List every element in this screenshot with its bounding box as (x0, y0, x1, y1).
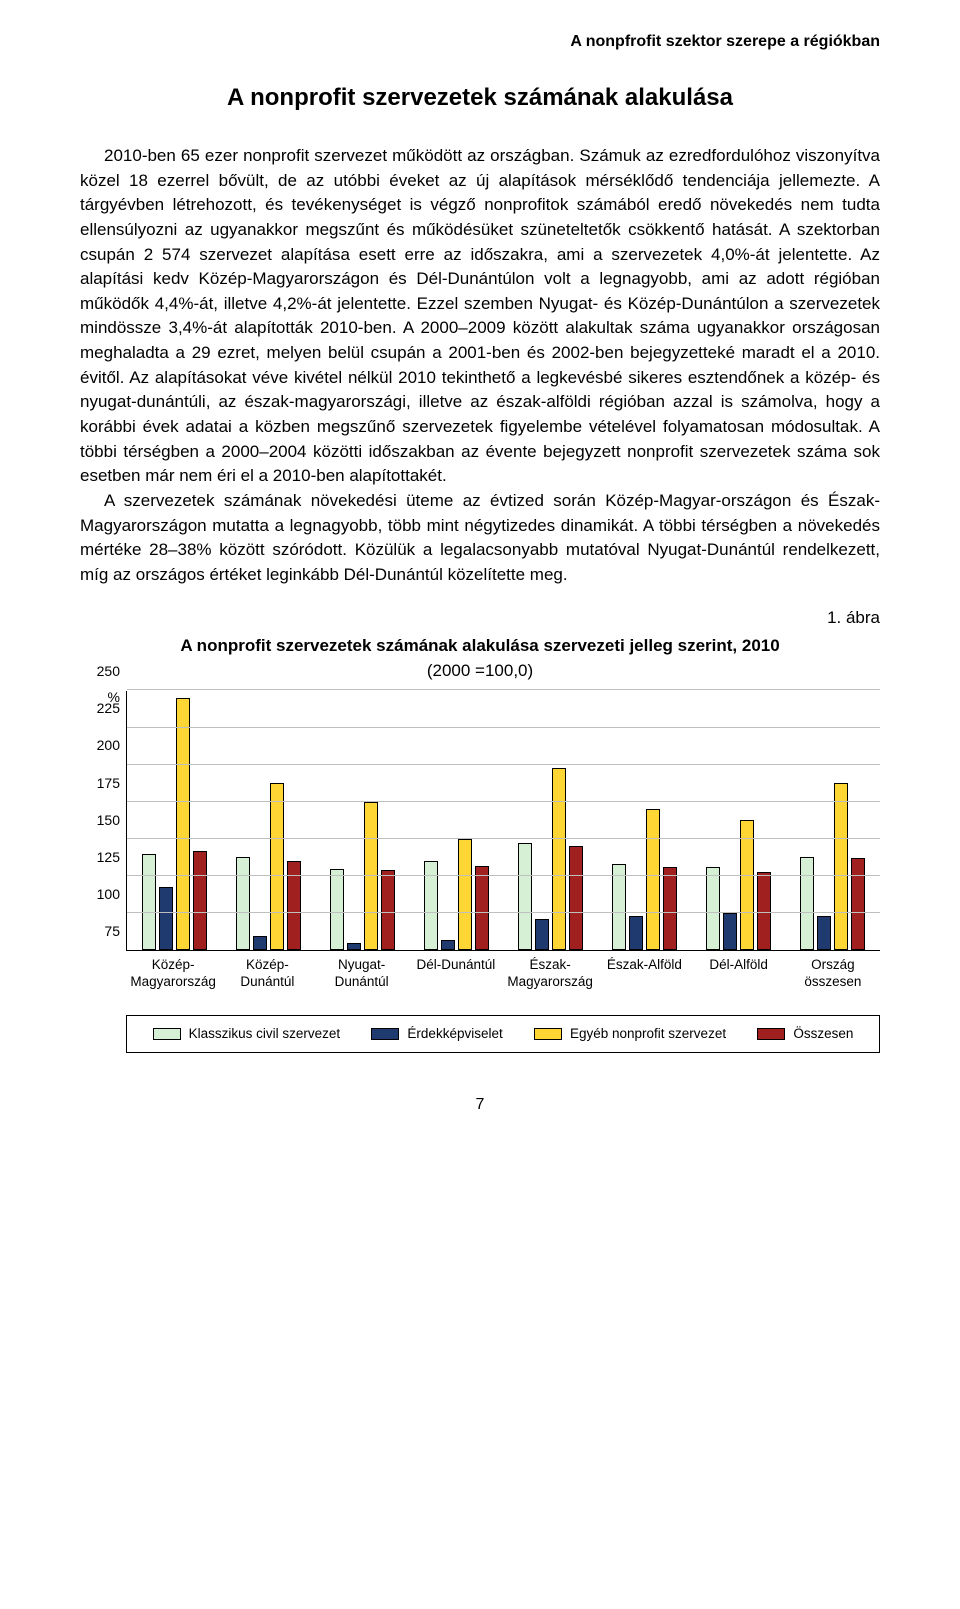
chart-title: A nonprofit szervezetek számának alakulá… (80, 634, 880, 659)
legend-swatch (534, 1028, 562, 1040)
legend-swatch (757, 1028, 785, 1040)
page-number: 7 (80, 1093, 880, 1116)
x-tick-label: Észak-Magyarország (503, 957, 597, 991)
bar (364, 802, 378, 951)
bar (629, 916, 643, 950)
y-tick-label: 150 (97, 810, 120, 830)
bar (330, 869, 344, 951)
bar (475, 866, 489, 951)
y-tick-label: 200 (97, 735, 120, 755)
gridline (127, 801, 880, 802)
bar (663, 867, 677, 950)
bar (569, 846, 583, 950)
legend-label: Klasszikus civil szervezet (189, 1024, 341, 1044)
legend: Klasszikus civil szervezet Érdekképvisele… (126, 1015, 880, 1053)
legend-item: Egyéb nonprofit szervezet (534, 1024, 726, 1044)
y-tick-label: 125 (97, 847, 120, 867)
bar (159, 887, 173, 951)
x-tick-label: Nyugat-Dunántúl (315, 957, 409, 991)
x-tick-label: Dél-Alföld (692, 957, 786, 991)
bar (236, 857, 250, 951)
chart-subtitle: (2000 =100,0) (80, 659, 880, 684)
body-paragraph: 2010-ben 65 ezer nonprofit szervezet műk… (80, 144, 880, 489)
legend-item: Klasszikus civil szervezet (153, 1024, 341, 1044)
gridline (127, 875, 880, 876)
bar (270, 783, 284, 951)
x-tick-label: Országösszesen (786, 957, 880, 991)
chart: % 75100125150175200225250 Közép-Magyaror… (80, 691, 880, 1052)
gridline (127, 838, 880, 839)
body-paragraph: A szervezetek számának növekedési üteme … (80, 489, 880, 588)
bar (612, 864, 626, 950)
section-title: A nonprofit szervezetek számának alakulá… (80, 81, 880, 116)
bar (817, 916, 831, 950)
plot-area (126, 691, 880, 951)
bar (193, 851, 207, 951)
bar (851, 858, 865, 950)
bar (347, 943, 361, 950)
x-tick-label: Dél-Dunántúl (409, 957, 503, 991)
bar (381, 870, 395, 950)
legend-label: Összesen (793, 1024, 853, 1044)
y-tick-label: 175 (97, 772, 120, 792)
legend-label: Egyéb nonprofit szervezet (570, 1024, 726, 1044)
y-tick-label: 250 (97, 661, 120, 681)
y-axis: % 75100125150175200225250 (80, 691, 126, 951)
running-header: A nonpfrofit szektor szerepe a régiókban (80, 30, 880, 53)
legend-swatch (371, 1028, 399, 1040)
figure-label: 1. ábra (80, 606, 880, 631)
legend-item: Összesen (757, 1024, 853, 1044)
bar (740, 820, 754, 951)
y-tick-label: 75 (104, 921, 120, 941)
bar (706, 867, 720, 950)
bar (723, 913, 737, 950)
bar (441, 940, 455, 950)
bar (253, 936, 267, 951)
gridline (127, 689, 880, 690)
bar (142, 854, 156, 951)
legend-item: Érdekképviselet (371, 1024, 502, 1044)
gridline (127, 727, 880, 728)
bar (834, 783, 848, 951)
legend-label: Érdekképviselet (407, 1024, 502, 1044)
bar (535, 919, 549, 950)
bar (518, 843, 532, 950)
x-axis-labels: Közép-MagyarországKözép-DunántúlNyugat-D… (126, 957, 880, 991)
y-tick-label: 225 (97, 698, 120, 718)
bar (552, 768, 566, 951)
y-tick-label: 100 (97, 884, 120, 904)
bar (800, 857, 814, 951)
legend-swatch (153, 1028, 181, 1040)
gridline (127, 912, 880, 913)
x-tick-label: Közép-Magyarország (126, 957, 220, 991)
bar (757, 872, 771, 951)
gridline (127, 764, 880, 765)
bar (458, 839, 472, 950)
x-tick-label: Közép-Dunántúl (220, 957, 314, 991)
x-tick-label: Észak-Alföld (597, 957, 691, 991)
bar (646, 809, 660, 950)
